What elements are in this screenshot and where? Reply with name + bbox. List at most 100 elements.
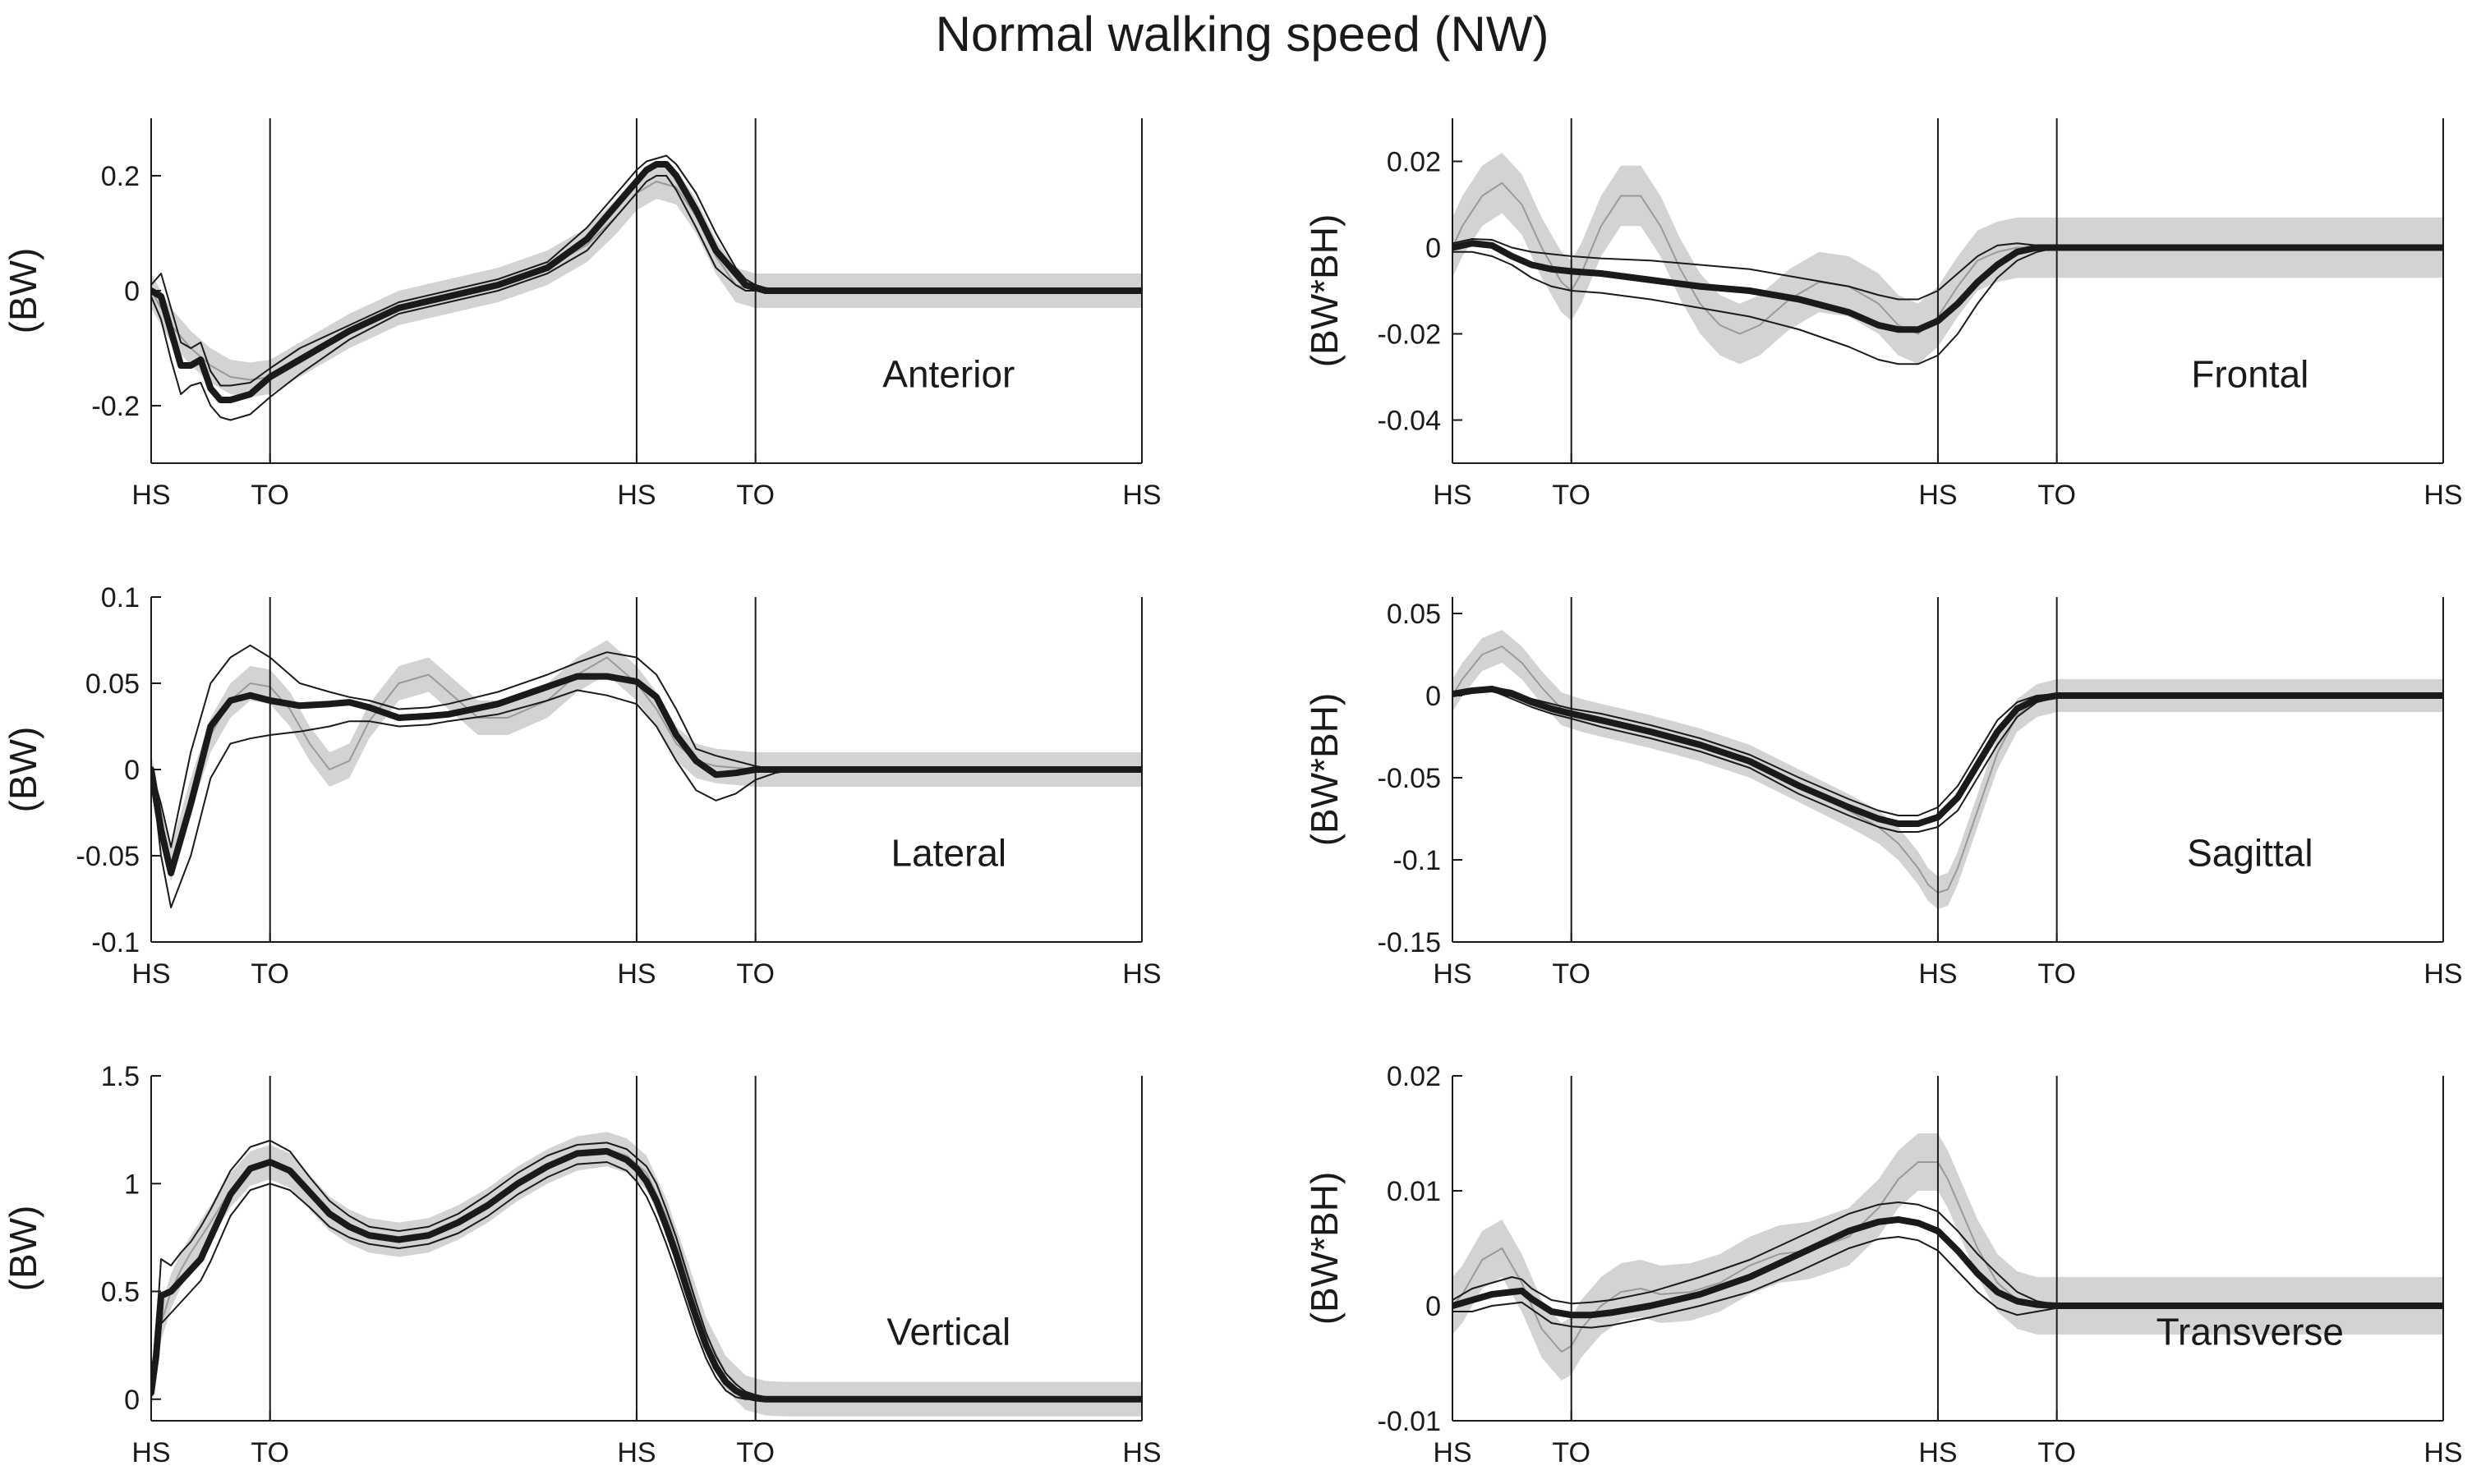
sd-line-lower-sd-sagittal — [1452, 690, 2443, 833]
chart-vertical: 0 0.5 1 1.5 HS TO HS TO HS (BW) Vertical — [2, 1061, 1162, 1468]
y-tick-label: 0 — [124, 755, 140, 786]
panel-label-vertical: Vertical — [886, 1311, 1010, 1353]
plot-area-sagittal — [1452, 597, 2443, 942]
panel-label-sagittal: Sagittal — [2187, 832, 2313, 875]
y-tick-label: 1.5 — [101, 1061, 140, 1092]
reference-band-vertical — [151, 1132, 1142, 1417]
y-tick-label: 0.01 — [1387, 1176, 1441, 1207]
chart-sagittal: -0.15 -0.1 -0.05 0 0.05 HS TO HS TO HS (BW*BH) Sagi… — [1303, 597, 2463, 990]
x-tick-label-to: TO — [736, 958, 775, 990]
x-tick-label-to: TO — [1552, 1437, 1590, 1468]
mean-line-frontal — [1452, 240, 2443, 333]
x-tick-label-to: TO — [2037, 480, 2076, 511]
x-tick-label-hs: HS — [2423, 480, 2462, 511]
y-tick-label: 0 — [124, 276, 140, 307]
x-tick-label-hs: HS — [1122, 958, 1161, 990]
x-tick-label-to: TO — [1552, 480, 1590, 511]
y-tick-label: 0.02 — [1387, 1061, 1441, 1092]
panel-label-frontal: Frontal — [2191, 353, 2308, 396]
mean-line-vertical — [151, 1147, 1142, 1403]
x-tick-label-to: TO — [251, 480, 289, 511]
figure-title: Normal walking speed (NW) — [936, 7, 1549, 62]
chart-lateral: -0.1 -0.05 0 0.05 0.1 HS TO HS TO HS (BW) Lateral — [2, 582, 1162, 990]
x-tick-label-to: TO — [2037, 958, 2076, 990]
subplot-grid: -0.2 0 0.2 HS TO HS TO HS (BW) Anterior -0.1 -0.05 0… — [2, 118, 2463, 1468]
panel-label-transverse: Transverse — [2156, 1311, 2344, 1353]
reference-mean-line-transverse — [1452, 1161, 2443, 1353]
x-tick-label-hs: HS — [1122, 1437, 1161, 1468]
x-tick-label-to: TO — [736, 1437, 775, 1468]
sd-line-lower-sd-anterior — [151, 175, 1142, 421]
x-tick-label-hs: HS — [2423, 1437, 2462, 1468]
y-tick-label: -0.05 — [1378, 763, 1442, 794]
sd-line-upper-sd-transverse — [1452, 1201, 2443, 1307]
y-tick-label: -0.1 — [91, 927, 140, 958]
plot-area-anterior — [151, 118, 1142, 463]
y-tick-label: 0.05 — [1387, 599, 1441, 630]
x-tick-label-hs: HS — [617, 958, 656, 990]
panel-label-anterior: Anterior — [882, 353, 1015, 396]
x-tick-label-hs: HS — [131, 958, 170, 990]
x-tick-label-hs: HS — [1433, 958, 1471, 990]
reference-band-frontal — [1452, 153, 2443, 365]
plot-area-frontal — [1452, 118, 2443, 463]
y-tick-label: -0.1 — [1392, 845, 1441, 876]
x-tick-label-hs: HS — [617, 480, 656, 511]
y-tick-label: -0.2 — [91, 391, 140, 422]
y-axis-label-vertical: (BW) — [2, 1206, 44, 1292]
y-tick-label: 0.05 — [85, 668, 140, 700]
y-tick-label: 0.2 — [101, 161, 140, 192]
y-tick-label: 0.5 — [101, 1277, 140, 1308]
mean-line-lateral — [151, 673, 1142, 876]
y-tick-label: 0.1 — [101, 582, 140, 613]
x-tick-label-hs: HS — [131, 1437, 170, 1468]
y-axis-label-anterior: (BW) — [2, 248, 44, 334]
reference-band-anterior — [151, 164, 1142, 397]
x-tick-label-hs: HS — [131, 480, 170, 511]
x-tick-label-hs: HS — [1918, 1437, 1957, 1468]
y-tick-label: -0.01 — [1378, 1406, 1442, 1437]
plot-area-transverse — [1452, 1076, 2443, 1421]
sd-line-lower-sd-transverse — [1452, 1236, 2443, 1329]
chart-anterior: -0.2 0 0.2 HS TO HS TO HS (BW) Anterior — [2, 118, 1162, 511]
y-axis-label-sagittal: (BW*BH) — [1303, 693, 1346, 847]
sd-line-upper-sd-lateral — [151, 644, 1142, 848]
x-tick-label-to: TO — [251, 958, 289, 990]
y-axis-label-transverse: (BW*BH) — [1303, 1172, 1346, 1325]
chart-transverse: -0.01 0 0.01 0.02 HS TO HS TO HS (BW*BH) Transvers… — [1303, 1061, 2463, 1468]
x-tick-label-hs: HS — [1122, 480, 1161, 511]
plot-area-lateral — [151, 597, 1142, 942]
y-tick-label: -0.04 — [1378, 406, 1442, 437]
panel-label-lateral: Lateral — [891, 832, 1007, 875]
chart-frontal: -0.04 -0.02 0 0.02 HS TO HS TO HS (BW*BH) Frontal — [1303, 118, 2463, 511]
x-tick-label-hs: HS — [617, 1437, 656, 1468]
sd-line-upper-sd-frontal — [1452, 238, 2443, 301]
y-tick-label: 1 — [124, 1169, 140, 1200]
y-axis-label-lateral: (BW) — [2, 727, 44, 813]
mean-line-transverse — [1452, 1216, 2443, 1319]
y-tick-label: 0 — [1425, 233, 1441, 264]
reference-band-transverse — [1452, 1133, 2443, 1381]
x-tick-label-hs: HS — [1918, 480, 1957, 511]
y-tick-label: -0.15 — [1378, 927, 1442, 958]
x-tick-label-to: TO — [2037, 1437, 2076, 1468]
sd-line-lower-sd-lateral — [151, 689, 1142, 908]
y-tick-label: -0.02 — [1378, 319, 1442, 351]
x-tick-label-to: TO — [1552, 958, 1590, 990]
y-tick-label: 0 — [1425, 681, 1441, 712]
plot-area-vertical — [151, 1076, 1142, 1421]
mean-line-sagittal — [1452, 686, 2443, 827]
sd-line-lower-sd-frontal — [1452, 246, 2443, 365]
x-tick-label-hs: HS — [1433, 1437, 1471, 1468]
x-tick-label-hs: HS — [1918, 958, 1957, 990]
x-tick-label-hs: HS — [2423, 958, 2462, 990]
x-tick-label-to: TO — [736, 480, 775, 511]
y-tick-label: -0.05 — [76, 841, 140, 872]
y-tick-label: 0 — [1425, 1291, 1441, 1322]
y-axis-label-frontal: (BW*BH) — [1303, 214, 1346, 368]
mean-line-anterior — [151, 161, 1142, 403]
reference-band-sagittal — [1452, 630, 2443, 909]
sd-line-lower-sd-vertical — [151, 1161, 1142, 1400]
x-tick-label-hs: HS — [1433, 480, 1471, 511]
